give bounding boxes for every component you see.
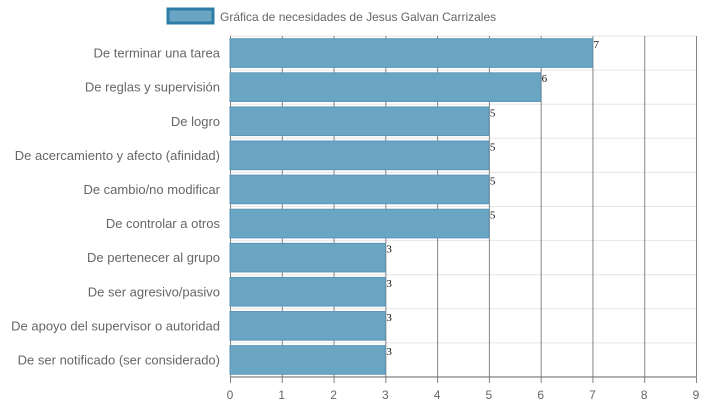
data-label: 3 (386, 346, 392, 358)
x-tick-label: 0 (227, 388, 234, 402)
data-label: 3 (386, 312, 392, 324)
data-label: 5 (490, 141, 496, 153)
x-tick-label: 2 (330, 388, 337, 402)
category-label: De cambio/no modificar (83, 182, 220, 197)
bar[interactable] (229, 242, 386, 273)
bar[interactable] (229, 276, 386, 307)
x-tick-label: 5 (486, 388, 493, 402)
category-label: De pertenecer al grupo (87, 250, 220, 265)
category-label: De logro (171, 114, 220, 129)
x-tick-label: 1 (278, 388, 285, 402)
data-label: 5 (490, 210, 496, 222)
bar[interactable] (229, 38, 593, 68)
x-tick-label: 3 (382, 388, 389, 402)
data-label: 6 (542, 73, 548, 85)
bar[interactable] (229, 106, 490, 137)
data-label: 5 (490, 175, 496, 187)
x-tick-label: 7 (589, 388, 596, 402)
x-tick-label: 6 (537, 388, 544, 402)
bars (229, 38, 593, 375)
bar[interactable] (229, 174, 490, 205)
data-label: 7 (593, 39, 599, 51)
bar[interactable] (229, 72, 542, 102)
data-label: 3 (386, 244, 392, 256)
x-tick-label: 4 (434, 388, 441, 402)
category-label: De controlar a otros (106, 216, 221, 231)
x-axis-ticks: 0 1 2 3 4 5 6 7 8 9 (227, 388, 700, 402)
legend-swatch[interactable] (166, 7, 215, 25)
category-label: De terminar una tarea (94, 46, 221, 61)
category-label: De reglas y supervisión (85, 80, 220, 95)
bar[interactable] (229, 208, 490, 239)
x-tick-label: 8 (641, 388, 648, 402)
data-label: 3 (386, 278, 392, 290)
value-labels: 7 6 5 5 5 5 3 3 3 3 (386, 39, 599, 358)
legend-label: Gráfica de necesidades de Jesus Galvan C… (220, 10, 496, 24)
bar[interactable] (229, 140, 490, 171)
category-labels: De terminar una tarea De reglas y supervi… (11, 46, 221, 368)
x-tick-label: 9 (693, 388, 700, 402)
data-label: 5 (490, 107, 496, 119)
category-label: De apoyo del supervisor o autoridad (11, 318, 220, 333)
bar[interactable] (229, 311, 386, 341)
category-label: De ser notificado (ser considerado) (18, 352, 220, 367)
category-label: De acercamiento y afecto (afinidad) (15, 148, 220, 163)
legend[interactable]: Gráfica de necesidades de Jesus Galvan C… (166, 7, 496, 25)
bar[interactable] (229, 345, 386, 375)
category-label: De ser agresivo/pasivo (88, 284, 220, 299)
